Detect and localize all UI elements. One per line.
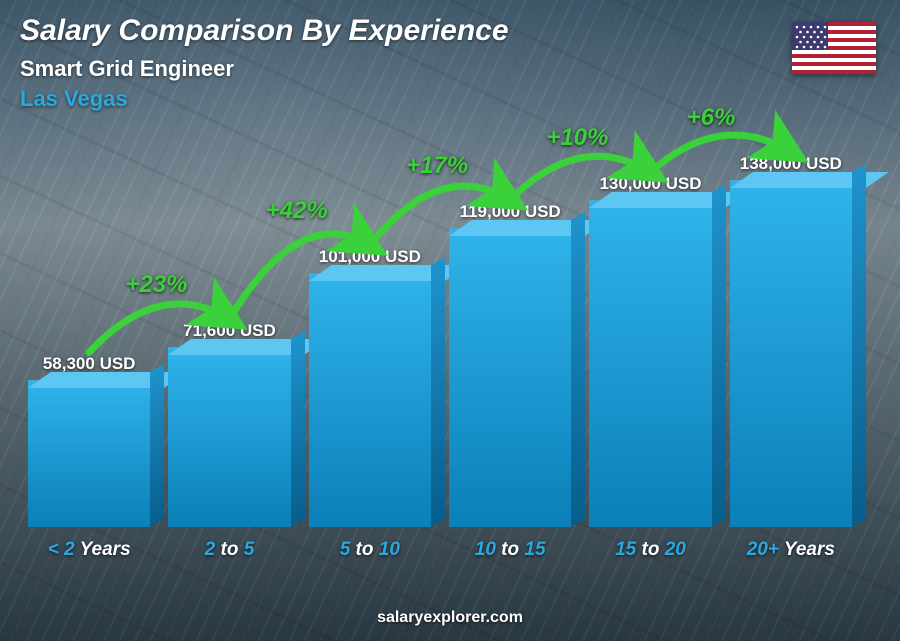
growth-arc <box>510 156 650 199</box>
growth-pct-label: +42% <box>266 197 328 225</box>
growth-arcs <box>20 150 860 561</box>
growth-arc <box>229 234 369 319</box>
growth-arc <box>89 304 229 352</box>
salary-bar-chart: 58,300 USD71,600 USD101,000 USD119,000 U… <box>20 150 860 561</box>
infographic-stage: Salary Comparison By Experience Smart Gr… <box>0 0 900 641</box>
growth-pct-label: +6% <box>687 104 736 132</box>
growth-pct-label: +10% <box>546 124 608 152</box>
page-title: Salary Comparison By Experience <box>20 14 509 48</box>
us-flag-icon <box>792 22 876 74</box>
footer-attribution: salaryexplorer.com <box>0 609 900 627</box>
growth-pct-label: +17% <box>406 152 468 180</box>
job-title: Smart Grid Engineer <box>20 56 234 82</box>
growth-arc <box>650 135 790 172</box>
growth-arc <box>370 186 510 245</box>
growth-pct-label: +23% <box>125 271 187 299</box>
location-label: Las Vegas <box>20 86 128 112</box>
